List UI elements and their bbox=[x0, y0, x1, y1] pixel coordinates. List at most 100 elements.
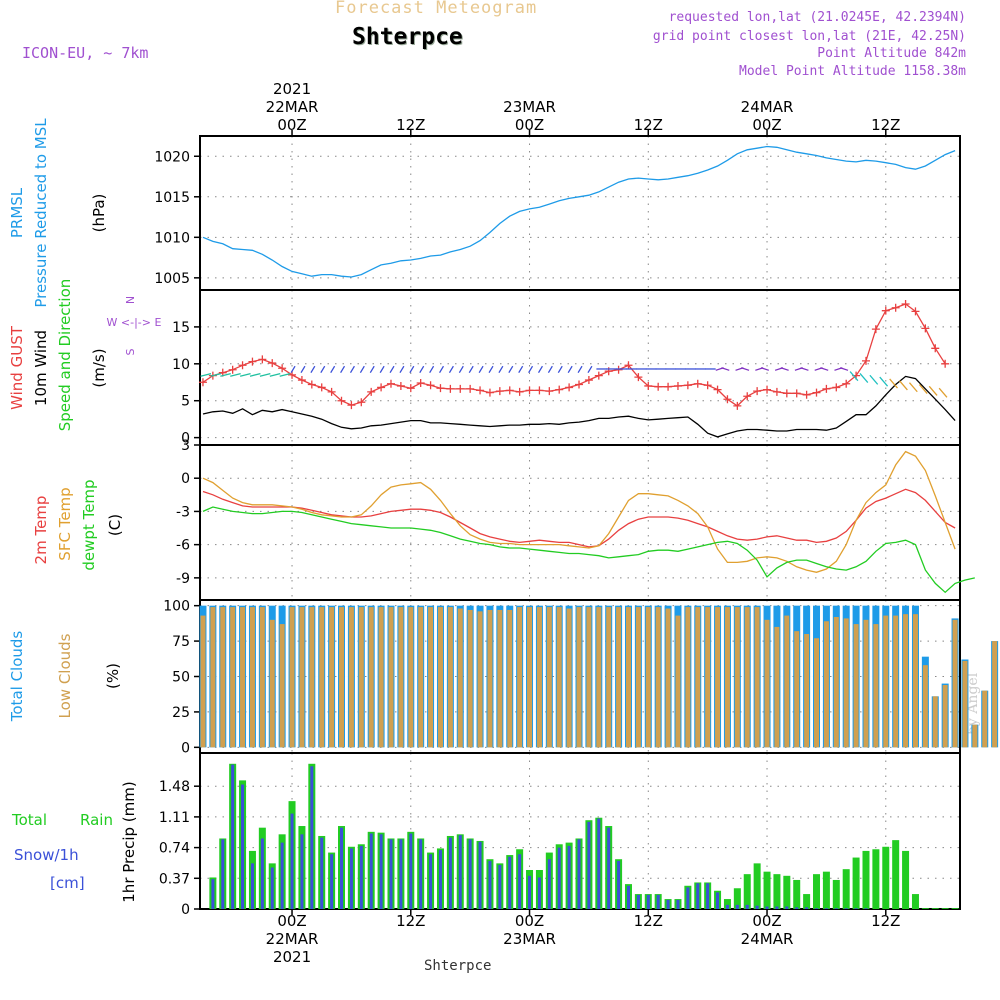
gust-marker bbox=[456, 384, 465, 393]
snow-bar bbox=[824, 908, 828, 909]
low-cloud-bar bbox=[279, 624, 285, 748]
wind-direction-arrow bbox=[780, 367, 789, 371]
requested-coords: requested lon,lat (21.0245E, 42.2394N) bbox=[668, 10, 966, 25]
wind-direction-arrow bbox=[537, 365, 543, 374]
temperature-ytick-label: -3 bbox=[176, 504, 190, 520]
snow-bar bbox=[508, 856, 512, 909]
gust-marker bbox=[772, 387, 781, 396]
top-axis-label: 00Z bbox=[277, 116, 306, 134]
gust-marker bbox=[743, 392, 752, 401]
wind-speed-line bbox=[202, 375, 956, 438]
wind-direction-arrow bbox=[908, 382, 918, 393]
wind-direction-arrow bbox=[741, 367, 750, 371]
wind-direction-arrow bbox=[918, 384, 928, 395]
gust-marker bbox=[763, 385, 772, 394]
snow-bar bbox=[765, 906, 769, 909]
snow-bar bbox=[735, 904, 739, 909]
wind-direction-arrow bbox=[320, 365, 326, 374]
snow-bar bbox=[369, 833, 373, 909]
snow-bar bbox=[498, 865, 502, 909]
wind-unit: (m/s) bbox=[90, 348, 108, 387]
snow-bar bbox=[330, 854, 334, 909]
wind-direction-arrow bbox=[259, 372, 271, 377]
snow-bar bbox=[231, 764, 235, 909]
gust-marker bbox=[713, 385, 722, 394]
snow-bar bbox=[359, 845, 363, 909]
gust-marker bbox=[822, 384, 831, 393]
snow-bar bbox=[716, 892, 720, 909]
wind-direction-arrow bbox=[899, 380, 908, 391]
low-cloud-bar bbox=[873, 624, 879, 748]
low-cloud-bar bbox=[428, 607, 434, 748]
snow-bar bbox=[488, 860, 492, 909]
low-cloud-bar bbox=[388, 607, 394, 748]
snow-bar bbox=[518, 854, 522, 909]
low-cloud-bar bbox=[794, 631, 800, 748]
wind-direction-arrow bbox=[839, 367, 849, 371]
gust-marker bbox=[832, 383, 841, 392]
gust-line bbox=[202, 303, 946, 407]
low-cloud-bar bbox=[358, 607, 364, 748]
gust-marker bbox=[357, 398, 366, 407]
gust-marker bbox=[258, 355, 267, 364]
low-cloud-bar bbox=[418, 607, 424, 748]
compass-north: N bbox=[124, 296, 137, 304]
low-cloud-bar bbox=[368, 607, 374, 748]
low-cloud-bar bbox=[299, 607, 305, 748]
low-cloud-bar bbox=[863, 619, 869, 748]
wind-direction-arrow bbox=[528, 365, 534, 374]
precip-axis-label: 1hr Precip (mm) bbox=[120, 781, 138, 902]
precip-ytick-label: 0.74 bbox=[159, 841, 190, 857]
wind-direction-arrow bbox=[859, 372, 869, 383]
gust-marker bbox=[198, 378, 207, 387]
low-cloud-bar bbox=[230, 607, 236, 748]
pressure-line bbox=[202, 145, 956, 278]
low-cloud-bar bbox=[556, 607, 562, 748]
clouds-ytick-label: 100 bbox=[163, 599, 190, 615]
low-cloud-bar bbox=[517, 607, 523, 748]
gust-marker bbox=[901, 300, 910, 309]
wind-speed-dir-label: Speed and Direction bbox=[56, 279, 74, 432]
snow-bar bbox=[815, 908, 819, 909]
snow-bar bbox=[567, 845, 571, 909]
snow-bar bbox=[696, 883, 700, 909]
low-cloud-bar bbox=[398, 607, 404, 748]
low-cloud-bar bbox=[744, 607, 750, 748]
snow-bar bbox=[448, 837, 452, 909]
top-axis-label: 00Z bbox=[752, 116, 781, 134]
clouds-ytick-label: 25 bbox=[172, 705, 190, 721]
snow-bar bbox=[775, 906, 779, 909]
rain-bar bbox=[921, 908, 929, 909]
rain-bar bbox=[832, 879, 840, 909]
snow-label: Snow/1h bbox=[14, 846, 79, 864]
snow-bar bbox=[409, 833, 413, 909]
pressure-ytick-label: 1005 bbox=[154, 271, 190, 287]
low-cloud-bar bbox=[804, 634, 810, 748]
pressure-ytick-label: 1010 bbox=[154, 230, 190, 246]
bottom-axis-label: 24MAR bbox=[741, 930, 794, 948]
snow-bar bbox=[626, 885, 630, 909]
wind-direction-arrow bbox=[300, 365, 306, 374]
gust-marker bbox=[614, 365, 623, 374]
snow-bar bbox=[221, 839, 225, 909]
gust-marker bbox=[792, 389, 801, 398]
clouds-ytick-label: 50 bbox=[172, 670, 190, 686]
gust-marker bbox=[594, 371, 603, 380]
gust-marker bbox=[426, 381, 435, 390]
gust-marker bbox=[297, 376, 306, 385]
gust-marker bbox=[476, 386, 485, 395]
snow-bar bbox=[755, 905, 759, 909]
rain-bar bbox=[813, 874, 821, 909]
rain-bar bbox=[872, 849, 880, 909]
total-clouds-label: Total Clouds bbox=[8, 631, 26, 723]
compass-east-west: W <-|-> E bbox=[107, 316, 162, 329]
wind-direction-arrow bbox=[239, 372, 251, 377]
wind-direction-arrow bbox=[359, 365, 365, 374]
total-rain-label-rain: Rain bbox=[80, 811, 113, 829]
gust-marker bbox=[654, 382, 663, 391]
low-cloud-bar bbox=[982, 690, 988, 748]
gust-marker bbox=[495, 387, 504, 396]
wind-direction-arrow bbox=[369, 365, 375, 374]
wind-direction-arrow bbox=[577, 365, 583, 374]
snow-bar bbox=[785, 906, 789, 909]
